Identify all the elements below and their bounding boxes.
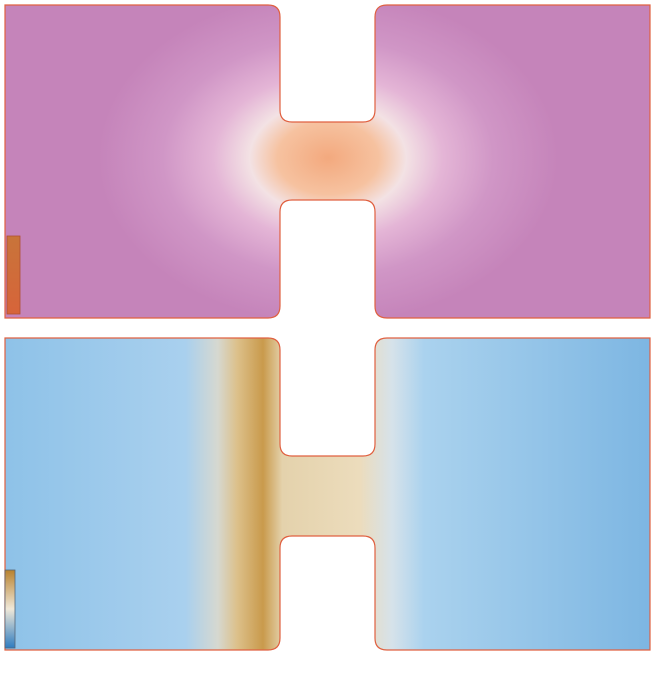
top-panel [4, 4, 651, 319]
bottom-panel [4, 337, 651, 651]
bottom-colorbar [4, 569, 16, 649]
top-colorbar [6, 235, 21, 315]
